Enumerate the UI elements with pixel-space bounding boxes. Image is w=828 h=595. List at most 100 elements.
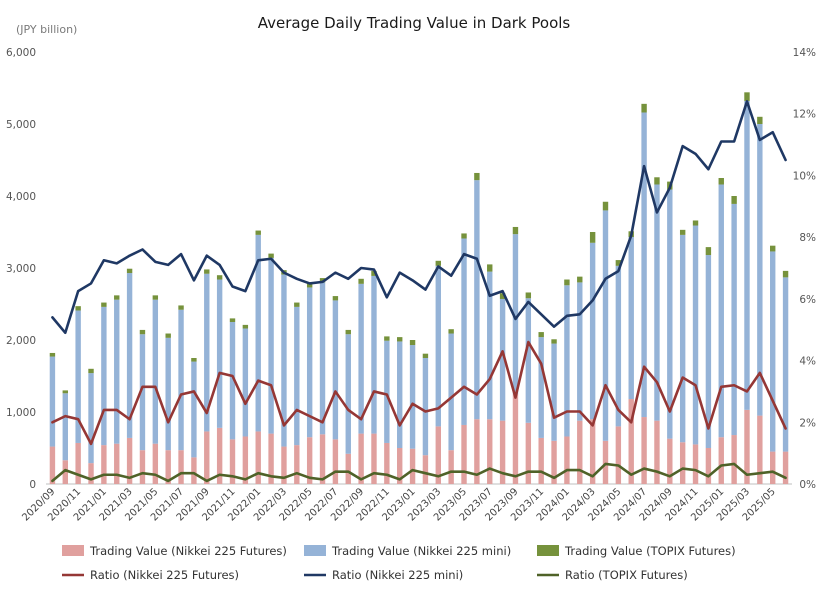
bar-nikkei225-mini	[409, 345, 416, 449]
bar-topix-futures	[602, 201, 609, 211]
y2-tick-label: 14%	[793, 47, 816, 59]
bar-topix-futures	[654, 177, 660, 185]
bar-nikkei225-mini	[178, 309, 184, 451]
bar-nikkei225-futures	[242, 436, 249, 484]
bar-topix-futures	[332, 296, 339, 301]
bar-nikkei225-futures	[525, 422, 532, 484]
bar-topix-futures	[474, 172, 480, 181]
bar-nikkei225-mini	[692, 225, 699, 445]
bar-nikkei225-futures	[499, 420, 506, 484]
line-ratio-nikkei225-mini	[51, 100, 787, 335]
bar-topix-futures	[126, 268, 133, 274]
bar-topix-futures	[782, 270, 789, 278]
bar-topix-futures	[178, 305, 184, 310]
bar-nikkei225-mini	[101, 306, 107, 446]
bar-topix-futures	[718, 178, 724, 185]
bar-nikkei225-futures	[62, 460, 68, 484]
bar-nikkei225-futures	[204, 431, 210, 484]
bar-nikkei225-futures	[731, 435, 737, 484]
bar-nikkei225-futures	[294, 445, 300, 484]
y-axis-unit-label: (JPY billion)	[16, 23, 77, 36]
bar-nikkei225-mini	[114, 299, 120, 444]
bar-nikkei225-mini	[499, 298, 506, 421]
bar-nikkei225-mini	[628, 237, 634, 400]
bar-nikkei225-mini	[397, 341, 403, 448]
bar-topix-futures	[705, 247, 712, 256]
x-axis: 2020/092020/112021/012021/032021/052021/…	[20, 486, 777, 523]
bar-topix-futures	[577, 276, 583, 283]
bar-topix-futures	[692, 220, 699, 226]
bar-nikkei225-mini	[229, 322, 236, 440]
legend-label: Trading Value (Nikkei 225 mini)	[331, 544, 511, 558]
bar-nikkei225-mini	[319, 282, 326, 435]
bar-nikkei225-futures	[114, 443, 120, 484]
y2-tick-label: 8%	[799, 232, 816, 244]
bar-topix-futures	[242, 324, 249, 329]
bar-topix-futures	[422, 353, 429, 358]
bar-nikkei225-mini	[538, 337, 544, 438]
bar-topix-futures	[538, 332, 544, 338]
bar-nikkei225-futures	[705, 448, 712, 484]
bar-nikkei225-mini	[358, 283, 364, 434]
bar-topix-futures	[165, 333, 171, 338]
bar-nikkei225-futures	[589, 419, 596, 484]
bar-topix-futures	[499, 293, 506, 299]
bar-nikkei225-futures	[628, 399, 634, 484]
bar-topix-futures	[409, 340, 416, 346]
bar-nikkei225-futures	[384, 442, 390, 484]
bar-topix-futures	[770, 245, 776, 252]
bar-topix-futures	[461, 233, 467, 239]
line-ratio-nikkei225-futures	[51, 340, 787, 446]
bar-nikkei225-futures	[641, 417, 647, 484]
bar-nikkei225-futures	[101, 445, 107, 484]
chart-title: Average Daily Trading Value in Dark Pool…	[258, 14, 571, 32]
bar-nikkei225-mini	[731, 203, 737, 436]
bar-topix-futures	[487, 264, 493, 272]
bar-nikkei225-mini	[306, 287, 313, 438]
bar-nikkei225-mini	[551, 343, 557, 441]
bar-nikkei225-mini	[474, 180, 480, 420]
legend-swatch-bar-topix-futures	[537, 545, 559, 556]
bar-nikkei225-mini	[204, 273, 210, 432]
bar-topix-futures	[345, 329, 351, 335]
bar-nikkei225-mini	[75, 310, 81, 443]
bar-topix-futures	[268, 253, 274, 258]
bar-nikkei225-mini	[461, 238, 467, 425]
bar-nikkei225-futures	[75, 442, 81, 484]
bar-nikkei225-futures	[615, 426, 622, 484]
bar-topix-futures	[525, 292, 532, 299]
bar-nikkei225-futures	[306, 437, 313, 484]
line-ratio-topix-futures	[51, 462, 787, 483]
bar-nikkei225-mini	[564, 285, 570, 437]
bar-nikkei225-mini	[679, 234, 686, 443]
bar-nikkei225-futures	[487, 419, 493, 484]
bar-nikkei225-futures	[371, 433, 377, 484]
bar-nikkei225-futures	[397, 448, 403, 484]
bar-nikkei225-futures	[692, 444, 699, 484]
bar-nikkei225-mini	[422, 358, 429, 456]
y-tick-label: 1,000	[6, 407, 36, 419]
bar-topix-futures	[435, 260, 441, 266]
bar-nikkei225-futures	[178, 450, 184, 484]
bar-nikkei225-futures	[268, 433, 274, 484]
bar-nikkei225-mini	[615, 265, 622, 427]
bar-nikkei225-futures	[152, 443, 159, 484]
bar-nikkei225-futures	[564, 436, 570, 484]
bar-nikkei225-mini	[744, 100, 750, 410]
bar-topix-futures	[564, 279, 570, 286]
bar-nikkei225-futures	[88, 463, 94, 484]
bar-nikkei225-mini	[294, 306, 300, 446]
bar-nikkei225-mini	[577, 282, 583, 421]
bar-topix-futures	[88, 368, 94, 374]
bar-topix-futures	[371, 270, 377, 276]
bar-nikkei225-mini	[191, 361, 197, 458]
bar-nikkei225-futures	[165, 450, 171, 484]
bar-nikkei225-futures	[667, 438, 673, 484]
bar-topix-futures	[731, 196, 737, 204]
y2-tick-label: 12%	[793, 109, 816, 121]
bar-topix-futures	[139, 329, 146, 335]
bar-topix-futures	[679, 229, 686, 235]
bar-nikkei225-futures	[126, 437, 133, 484]
bar-topix-futures	[589, 232, 596, 243]
